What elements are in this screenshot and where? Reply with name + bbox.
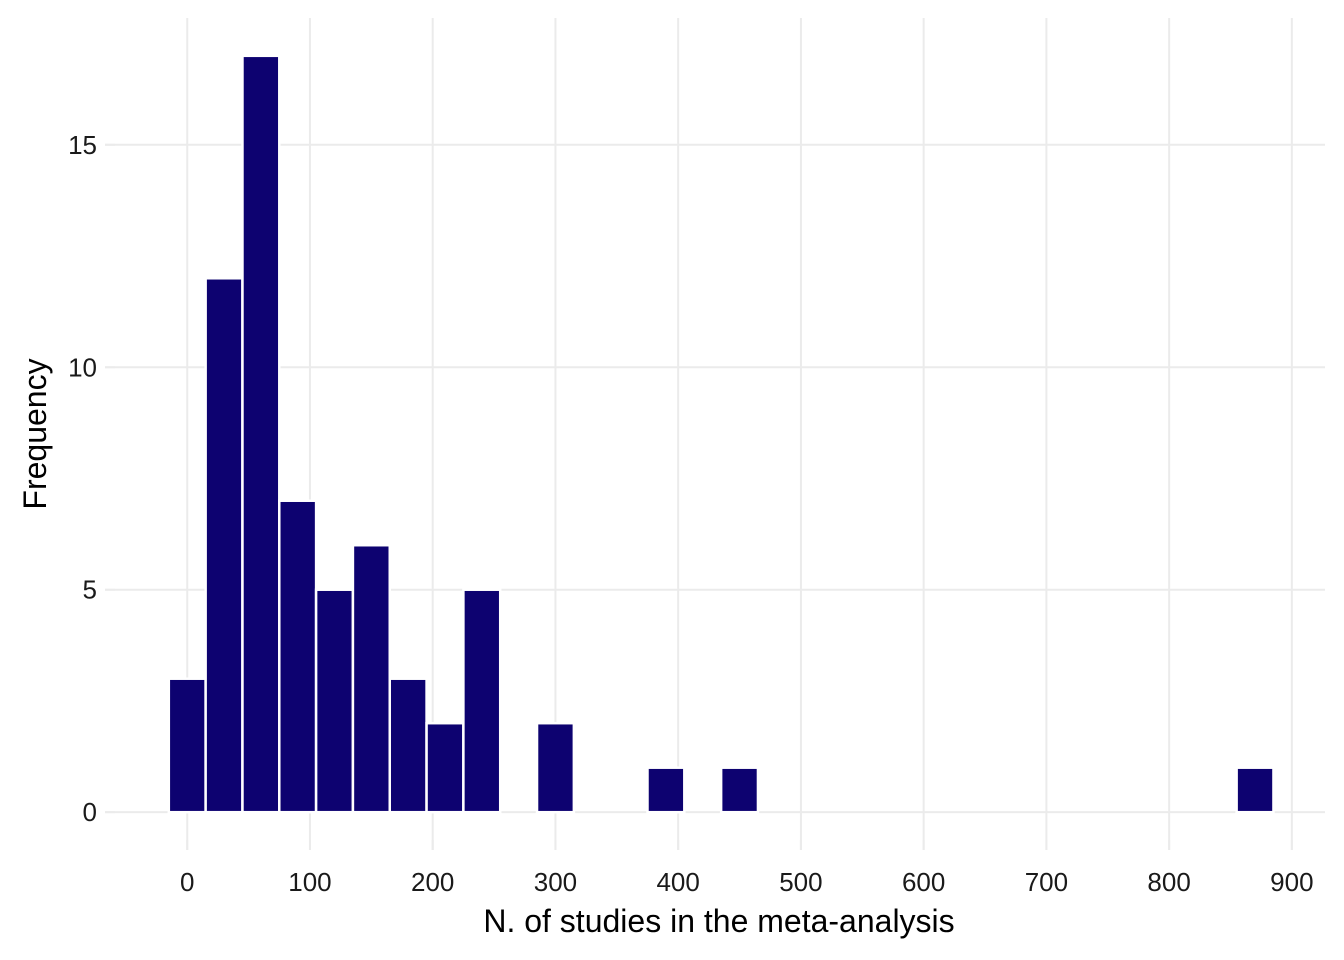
- histogram-bar-150: [351, 543, 391, 814]
- x-tick-label-0: 0: [180, 867, 194, 897]
- x-axis-title: N. of studies in the meta-analysis: [483, 903, 954, 939]
- axes: 0 5 10 15 0 100 200 300 400 500 600 700 800 900: [68, 130, 1313, 897]
- y-tick-label-5: 5: [83, 575, 97, 605]
- x-tick-label-900: 900: [1270, 867, 1313, 897]
- x-tick-label-200: 200: [411, 867, 454, 897]
- x-tick-label-300: 300: [534, 867, 577, 897]
- x-tick-label-100: 100: [288, 867, 331, 897]
- y-tick-label-10: 10: [68, 352, 97, 382]
- x-tick-label-800: 800: [1147, 867, 1190, 897]
- y-tick-label-0: 0: [83, 797, 97, 827]
- x-tick-label-500: 500: [779, 867, 822, 897]
- grid-lines: [105, 18, 1325, 850]
- histogram-bar-60: [241, 54, 281, 814]
- histogram-bar-90: [278, 499, 318, 814]
- histogram-bar-30: [204, 277, 244, 814]
- histogram-bar-0: [167, 677, 207, 814]
- x-tick-label-400: 400: [656, 867, 699, 897]
- x-tick-label-700: 700: [1025, 867, 1068, 897]
- histogram-bar-120: [314, 588, 355, 814]
- histogram-bar-450: [719, 766, 760, 814]
- histogram-bar-870: [1235, 766, 1275, 814]
- histogram-bar-240: [462, 588, 502, 814]
- y-axis-title: Frequency: [17, 358, 53, 509]
- histogram-bars: [167, 54, 1275, 814]
- histogram-bar-390: [646, 766, 686, 814]
- x-tick-label-600: 600: [902, 867, 945, 897]
- histogram-bar-300: [535, 721, 576, 814]
- histogram-bar-180: [388, 677, 428, 814]
- histogram-bar-210: [425, 721, 465, 814]
- y-tick-label-15: 15: [68, 130, 97, 160]
